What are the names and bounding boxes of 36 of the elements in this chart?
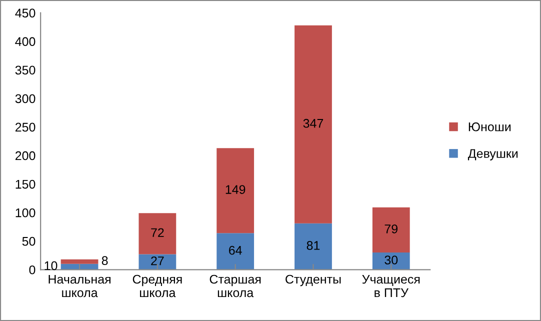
y-tick-label: 100 [16, 208, 36, 218]
bar [60, 259, 98, 264]
data-label: 149 [226, 185, 246, 194]
legend-label: Девушки [468, 149, 518, 160]
bar [372, 252, 410, 270]
x-tick-label: Старшая школа [210, 274, 261, 298]
y-tick-label: 50 [22, 236, 36, 246]
data-label: 30 [384, 256, 398, 264]
data-label: 81 [306, 241, 320, 250]
data-label: 64 [229, 246, 242, 255]
x-tick-label: Студенты [286, 274, 341, 286]
data-label: 79 [384, 224, 398, 234]
data-label: 72 [151, 228, 164, 237]
data-label: 347 [303, 118, 324, 128]
bar [138, 254, 176, 270]
x-tick-label: Начальная школа [48, 274, 110, 298]
bar [216, 148, 254, 234]
y-tick-label: 0 [29, 265, 36, 274]
y-tick-label: 200 [15, 151, 36, 160]
y-tick-label: 400 [15, 37, 36, 46]
bar [138, 213, 176, 254]
y-tick-label: 250 [15, 122, 36, 132]
data-label: 8 [102, 256, 108, 266]
x-tick-label: Учащиеся в ПТУ [362, 274, 420, 298]
bar [372, 207, 410, 253]
bar [294, 25, 332, 224]
x-tick-label: Средняя школа [132, 274, 182, 298]
bar [216, 233, 254, 270]
bar [294, 223, 332, 270]
y-tick-label: 150 [16, 180, 36, 189]
y-tick-label: 350 [15, 66, 36, 75]
y-tick-label: 450 [15, 8, 36, 18]
data-label: 10 [44, 261, 58, 270]
data-label: 27 [151, 256, 164, 266]
y-tick-label: 300 [15, 94, 36, 104]
legend-label: Юноши [468, 122, 511, 132]
